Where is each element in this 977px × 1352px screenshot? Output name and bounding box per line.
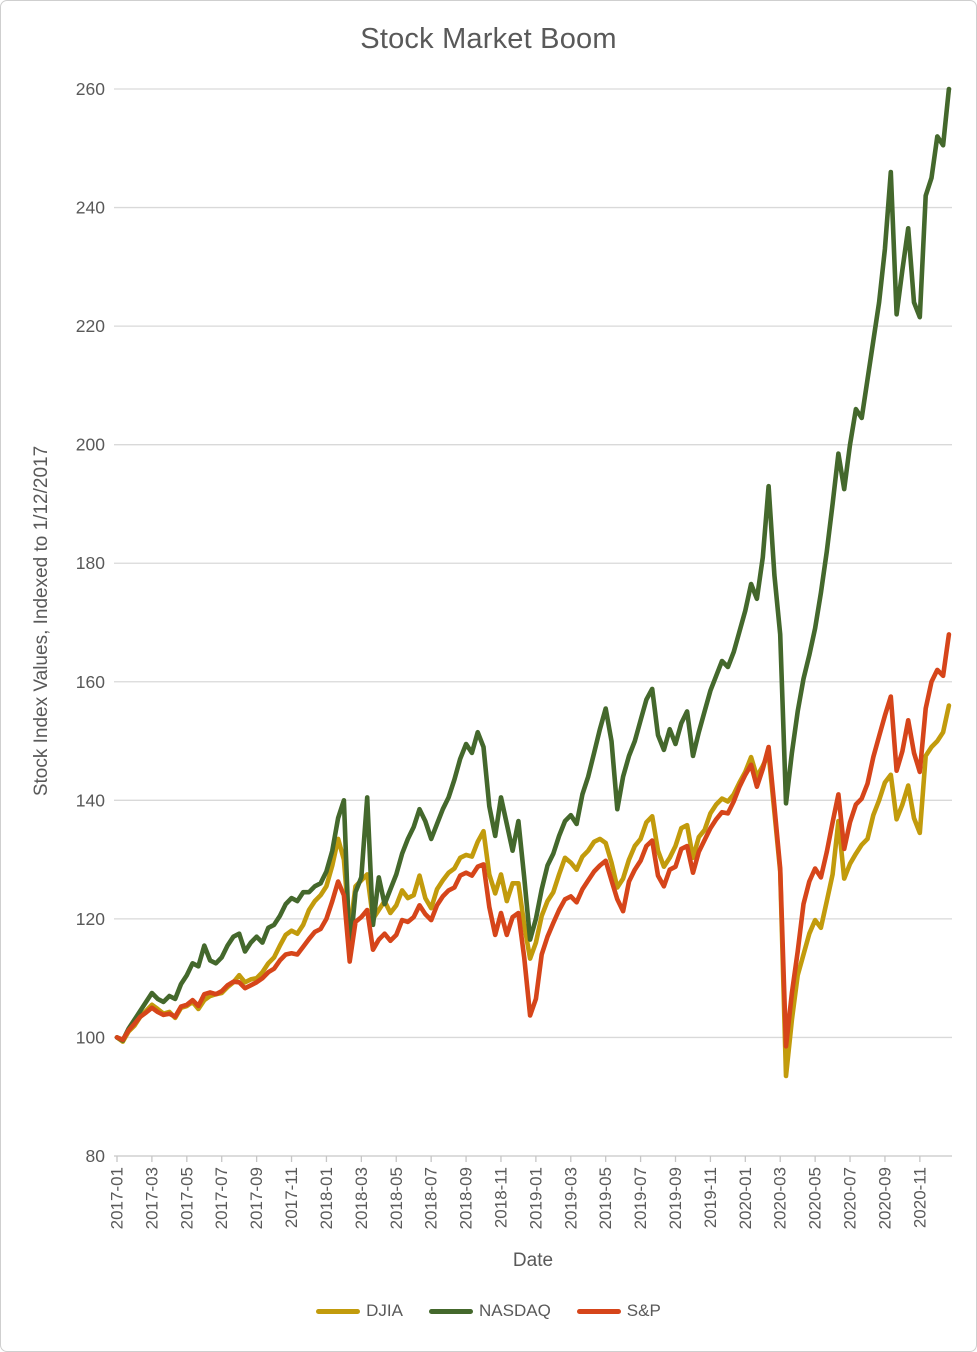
sp-line-swatch: [576, 1308, 621, 1314]
gridlines: [114, 88, 952, 1039]
svg-text:2019-05: 2019-05: [596, 1167, 615, 1229]
legend-item-nasdaq: NASDAQ: [429, 1301, 551, 1321]
svg-text:180: 180: [76, 553, 105, 573]
legend-label-djia: DJIA: [366, 1301, 403, 1320]
svg-text:2020-01: 2020-01: [736, 1167, 755, 1229]
svg-text:2017-03: 2017-03: [142, 1167, 161, 1229]
svg-text:220: 220: [76, 316, 105, 336]
svg-text:2019-09: 2019-09: [666, 1167, 685, 1229]
svg-text:2019-01: 2019-01: [526, 1167, 545, 1229]
svg-text:2017-11: 2017-11: [282, 1167, 301, 1228]
svg-text:2019-03: 2019-03: [561, 1167, 580, 1229]
series-line-djia: [114, 703, 952, 1079]
svg-text:240: 240: [76, 198, 105, 218]
svg-text:140: 140: [76, 790, 105, 810]
svg-text:2017-07: 2017-07: [212, 1167, 231, 1229]
x-axis: [114, 1155, 952, 1162]
svg-text:100: 100: [76, 1027, 105, 1047]
svg-text:2018-03: 2018-03: [352, 1167, 371, 1229]
svg-text:2020-05: 2020-05: [806, 1167, 825, 1229]
y-axis-tick-labels: 80 100 120 140 160 180 200 220 240 260: [76, 79, 105, 1166]
svg-text:2018-07: 2018-07: [422, 1167, 441, 1229]
svg-text:200: 200: [76, 435, 105, 455]
svg-text:2019-07: 2019-07: [631, 1167, 650, 1229]
legend-item-djia: DJIA: [316, 1301, 403, 1321]
svg-text:2017-09: 2017-09: [247, 1167, 266, 1229]
chart-title: Stock Market Boom: [360, 23, 617, 55]
svg-text:120: 120: [76, 909, 105, 929]
legend-label-nasdaq: NASDAQ: [479, 1301, 551, 1320]
series-line-sp: [114, 632, 952, 1049]
svg-text:2018-09: 2018-09: [457, 1167, 476, 1229]
legend-label-sp: S&P: [626, 1301, 661, 1320]
y-axis-title: Stock Index Values, Indexed to 1/12/2017: [31, 445, 52, 797]
svg-text:2020-11: 2020-11: [910, 1167, 929, 1228]
svg-text:2018-11: 2018-11: [491, 1167, 510, 1228]
series-line-nasdaq: [114, 86, 952, 1043]
legend: DJIA NASDAQ S&P: [1, 1301, 976, 1321]
svg-text:260: 260: [76, 79, 105, 99]
svg-text:2019-11: 2019-11: [701, 1167, 720, 1228]
svg-text:2020-09: 2020-09: [875, 1167, 894, 1229]
svg-text:2020-07: 2020-07: [841, 1167, 860, 1229]
svg-text:2020-03: 2020-03: [771, 1167, 790, 1229]
x-axis-title: Date: [512, 1250, 554, 1271]
svg-text:2017-01: 2017-01: [108, 1167, 127, 1229]
legend-item-sp: S&P: [576, 1301, 661, 1321]
svg-text:2018-05: 2018-05: [387, 1167, 406, 1229]
x-axis-tick-labels: 2017-01 2017-03 2017-05 2017-07 2017-09 2017-…: [108, 1167, 930, 1229]
djia-line-swatch: [316, 1308, 361, 1314]
svg-text:80: 80: [86, 1146, 106, 1166]
svg-text:2018-01: 2018-01: [317, 1167, 336, 1229]
svg-text:160: 160: [76, 672, 105, 692]
nasdaq-line-swatch: [429, 1308, 473, 1314]
svg-text:2017-05: 2017-05: [177, 1167, 196, 1229]
